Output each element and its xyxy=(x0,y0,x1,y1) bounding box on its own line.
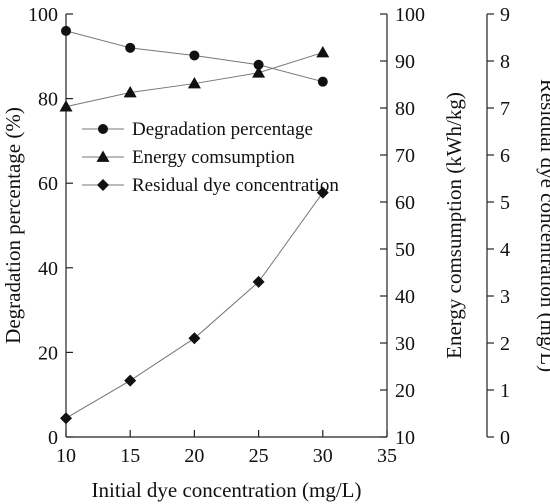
degradation-point xyxy=(253,59,264,70)
energy-axis-title: Energy comsumption (kWh/kg) xyxy=(442,92,466,359)
energy-tick-label: 50 xyxy=(395,239,415,261)
residual-tick-label: 0 xyxy=(500,427,510,449)
legend-label: Degradation percentage xyxy=(132,119,313,140)
legend-layer: Degradation percentage Energy comsumption… xyxy=(82,119,339,196)
energy-tick-label: 80 xyxy=(395,98,415,120)
left-tick-label: 0 xyxy=(48,427,58,449)
legend-marker xyxy=(96,150,110,162)
residual-tick-label: 1 xyxy=(500,380,510,402)
degradation-series xyxy=(61,25,328,87)
legend-marker xyxy=(97,179,109,191)
residual-axis-title: Residual dye concentration (mg/L) xyxy=(536,79,550,372)
residual-point xyxy=(188,332,201,345)
residual-tick-label: 8 xyxy=(500,51,510,73)
legend-item-degradation: Degradation percentage xyxy=(82,119,313,140)
left-axis-title: Degradation percentage (%) xyxy=(1,107,25,344)
energy-tick-label: 70 xyxy=(395,145,415,167)
x-tick-label: 25 xyxy=(249,445,269,467)
left-tick-label: 100 xyxy=(28,4,58,26)
left-tick-label: 40 xyxy=(38,258,58,280)
energy-tick-label: 20 xyxy=(395,380,415,402)
energy-tick-label: 100 xyxy=(395,4,425,26)
energy-point xyxy=(59,100,73,112)
energy-point xyxy=(187,77,201,89)
degradation-point xyxy=(61,25,71,36)
degradation-point xyxy=(317,76,328,87)
residual-tick-label: 9 xyxy=(500,4,510,26)
energy-tick-label: 30 xyxy=(395,333,415,355)
residual-tick-label: 7 xyxy=(500,98,510,120)
energy-tick-label: 90 xyxy=(395,51,415,73)
x-tick-label: 10 xyxy=(56,445,76,467)
energy-point xyxy=(123,85,137,98)
energy-tick-label: 40 xyxy=(395,286,415,308)
x-tick-label: 20 xyxy=(184,445,204,467)
x-tick-label: 15 xyxy=(120,445,140,467)
energy-point xyxy=(252,66,266,78)
residual-series-line xyxy=(65,192,324,419)
x-axis-title: Initial dye concentration (mg/L) xyxy=(92,478,362,502)
residual-series xyxy=(60,186,329,425)
residual-tick-label: 5 xyxy=(500,192,510,214)
energy-tick-label: 10 xyxy=(395,427,415,449)
degradation-point xyxy=(125,42,136,53)
residual-point xyxy=(60,412,72,425)
left-tick-label: 20 xyxy=(38,342,58,364)
legend-marker xyxy=(98,124,108,134)
residual-tick-label: 4 xyxy=(500,239,510,261)
legend-label: Energy comsumption xyxy=(132,147,295,168)
legend-item-residual: Residual dye concentration xyxy=(82,175,339,196)
x-tick-label: 30 xyxy=(313,445,333,467)
residual-tick-label: 3 xyxy=(500,286,510,308)
degradation-point xyxy=(189,50,200,61)
residual-point xyxy=(124,374,137,387)
legend-label: Residual dye concentration xyxy=(132,175,339,196)
energy-series xyxy=(59,46,330,112)
series-layer xyxy=(59,25,330,425)
left-tick-label: 60 xyxy=(38,173,58,195)
residual-tick-label: 2 xyxy=(500,333,510,355)
residual-tick-label: 6 xyxy=(500,145,510,167)
residual-point xyxy=(252,275,265,288)
axes-layer: 10 15 20 25 30 350204060801001020304050607080… xyxy=(1,4,550,502)
legend-item-energy: Energy comsumption xyxy=(82,147,295,168)
residual-point xyxy=(316,186,329,199)
left-tick-label: 80 xyxy=(38,89,58,111)
energy-point xyxy=(316,46,330,58)
x-tick-label: 35 xyxy=(377,445,397,467)
energy-tick-label: 60 xyxy=(395,192,415,214)
